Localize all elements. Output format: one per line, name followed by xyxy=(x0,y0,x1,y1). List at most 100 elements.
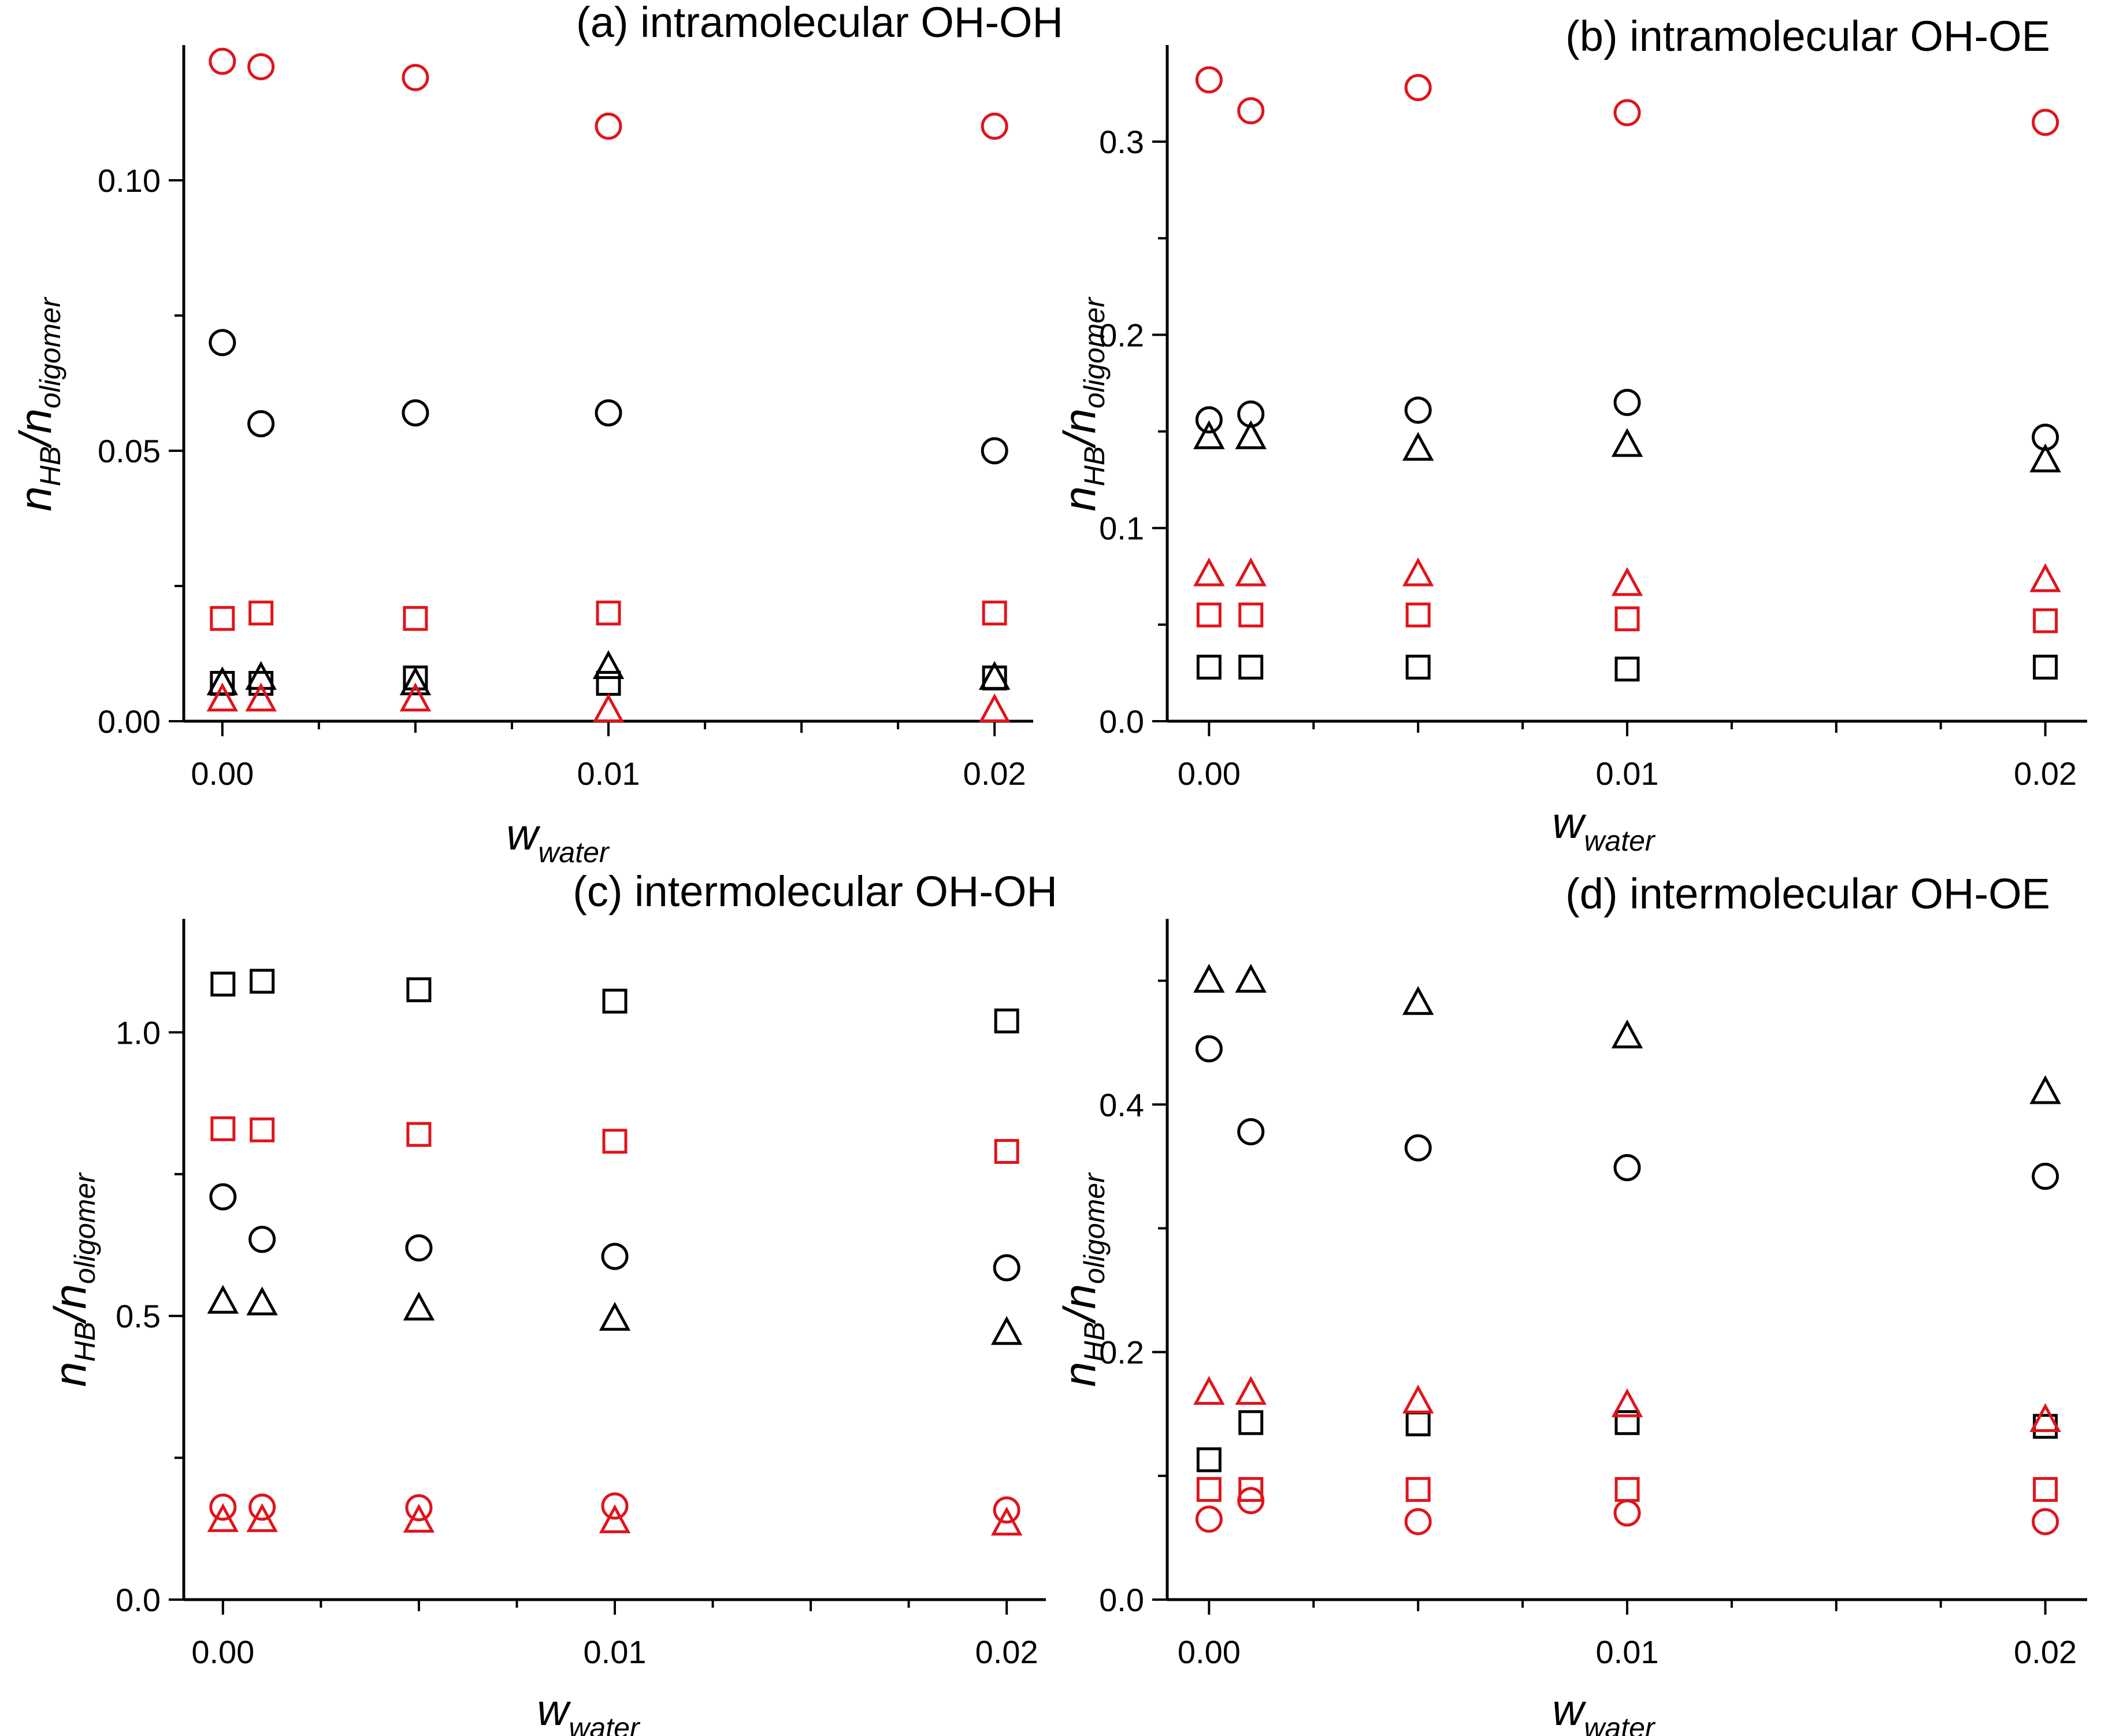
y-tick-label: 0.4 xyxy=(1099,1086,1144,1123)
data-point-red-square xyxy=(1614,606,1640,632)
data-point-red-triangle xyxy=(978,693,1011,722)
data-point-black-circle xyxy=(1404,1134,1432,1162)
panel-a: 0.00 0.01 0.02 0.00 0.05 0.10 (a) intramolecul… xyxy=(10,0,1063,869)
data-point-black-square xyxy=(994,1008,1019,1034)
data-point-red-triangle xyxy=(207,1503,239,1533)
data-point-red-square xyxy=(596,600,621,626)
y-axis-label-sub: HB xyxy=(1078,446,1111,486)
data-point-red-square xyxy=(248,600,274,626)
data-point-red-triangle xyxy=(2029,1403,2061,1433)
data-point-red-triangle xyxy=(403,1504,435,1533)
data-point-black-triangle xyxy=(1235,963,1267,993)
data-point-black-square xyxy=(602,988,628,1014)
data-point-black-circle xyxy=(2032,1162,2059,1190)
data-point-red-triangle xyxy=(1611,1388,1643,1418)
data-point-black-circle xyxy=(405,1234,433,1262)
data-point-black-square xyxy=(1196,1447,1222,1472)
y-axis-label-mid: /n xyxy=(1054,409,1105,449)
data-point-red-square xyxy=(1405,602,1431,628)
y-tick-label: 0.0 xyxy=(116,1582,161,1618)
panel-title: (a) intramolecular OH-OH xyxy=(576,0,1063,46)
data-point-black-square xyxy=(1405,1411,1431,1437)
y-tick-label: 1.0 xyxy=(116,1014,161,1051)
data-point-red-circle xyxy=(601,1492,629,1520)
data-point-red-circle xyxy=(2032,1508,2059,1535)
panel-title: (c) intermolecular OH-OH xyxy=(573,867,1057,915)
data-point-black-circle xyxy=(981,437,1008,465)
data-point-black-circle xyxy=(1237,1118,1265,1145)
data-point-black-triangle xyxy=(246,1286,278,1316)
data-point-black-square xyxy=(596,670,621,696)
y-axis-label-main: n xyxy=(44,1362,95,1386)
x-tick-label: 0.00 xyxy=(1178,1634,1241,1670)
data-point-black-triangle xyxy=(1235,420,1267,450)
data-point-red-circle xyxy=(1404,1508,1432,1535)
y-tick-label: 0.05 xyxy=(98,433,161,469)
data-point-red-triangle xyxy=(399,682,432,712)
data-point-red-triangle xyxy=(599,1504,631,1534)
y-axis-label-mid: /n xyxy=(10,409,61,449)
y-axis-label-sub: oligomer xyxy=(1078,1172,1111,1284)
data-point-black-square xyxy=(1405,654,1431,680)
data-point-black-square xyxy=(1196,654,1222,680)
x-axis-label-sub: water xyxy=(1584,1712,1656,1736)
data-point-black-circle xyxy=(1613,388,1641,416)
data-point-black-circle xyxy=(601,1242,629,1270)
panel-title: (d) intermolecular OH-OE xyxy=(1565,870,2050,918)
x-tick-label: 0.00 xyxy=(1178,755,1241,792)
data-point-black-triangle xyxy=(1193,963,1225,993)
x-tick-label: 0.01 xyxy=(1596,1634,1659,1670)
data-point-red-square xyxy=(982,600,1007,626)
data-point-black-triangle xyxy=(403,1292,435,1321)
data-point-black-square xyxy=(210,971,236,997)
data-point-red-triangle xyxy=(1193,1375,1225,1405)
data-point-red-circle xyxy=(1195,1505,1223,1533)
x-axis-label-main: w xyxy=(1552,1686,1586,1735)
data-point-black-square xyxy=(250,969,275,994)
data-point-black-triangle xyxy=(1611,428,1643,457)
data-point-black-square xyxy=(2033,654,2058,680)
data-point-black-circle xyxy=(1613,1154,1641,1182)
data-point-black-circle xyxy=(1195,1035,1223,1063)
data-point-black-square xyxy=(406,977,432,1003)
data-point-black-triangle xyxy=(207,1285,239,1314)
data-point-black-triangle xyxy=(1193,420,1225,450)
data-point-black-circle xyxy=(247,410,275,437)
data-point-red-circle xyxy=(1404,74,1432,102)
data-point-red-square xyxy=(210,1116,236,1141)
data-point-red-triangle xyxy=(1402,1384,1434,1414)
y-tick-label: 0.00 xyxy=(98,703,161,740)
x-tick-label: 0.00 xyxy=(191,1634,254,1670)
x-tick-label: 0.00 xyxy=(191,755,254,792)
data-point-black-triangle xyxy=(2029,443,2061,473)
data-point-black-triangle xyxy=(1402,432,1434,461)
data-point-black-circle xyxy=(209,329,236,357)
data-point-red-triangle xyxy=(990,1507,1023,1536)
x-tick-label: 0.02 xyxy=(975,1634,1038,1670)
data-point-black-triangle xyxy=(1611,1019,1643,1049)
y-tick-label: 0.0 xyxy=(1099,1582,1144,1618)
y-axis-label-main: n xyxy=(1054,1362,1105,1386)
y-axis-label-mid: /n xyxy=(44,1284,95,1325)
x-axis-label: wwater xyxy=(1552,1686,1656,1736)
data-point-black-triangle xyxy=(990,1316,1023,1345)
y-axis-label-mid: /n xyxy=(1054,1284,1105,1325)
y-axis-label-sub: HB xyxy=(34,446,66,486)
data-point-red-square xyxy=(406,1122,432,1147)
data-point-red-square xyxy=(2033,608,2058,633)
y-axis-label: nHB/noligomer xyxy=(1054,296,1111,511)
data-point-black-circle xyxy=(993,1254,1020,1282)
y-axis-label-sub: oligomer xyxy=(69,1172,101,1284)
data-point-red-square xyxy=(1196,1477,1222,1502)
data-point-red-triangle xyxy=(1235,1375,1267,1405)
data-point-red-square xyxy=(2033,1477,2058,1502)
x-tick-label: 0.01 xyxy=(577,755,640,792)
x-axis-label-main: w xyxy=(506,810,540,859)
data-point-black-circle xyxy=(209,1183,237,1211)
data-point-red-circle xyxy=(248,1493,276,1521)
data-point-red-circle xyxy=(2032,109,2059,136)
data-point-black-circle xyxy=(248,1226,276,1253)
data-point-black-triangle xyxy=(599,1301,631,1331)
data-point-red-square xyxy=(250,1117,275,1143)
